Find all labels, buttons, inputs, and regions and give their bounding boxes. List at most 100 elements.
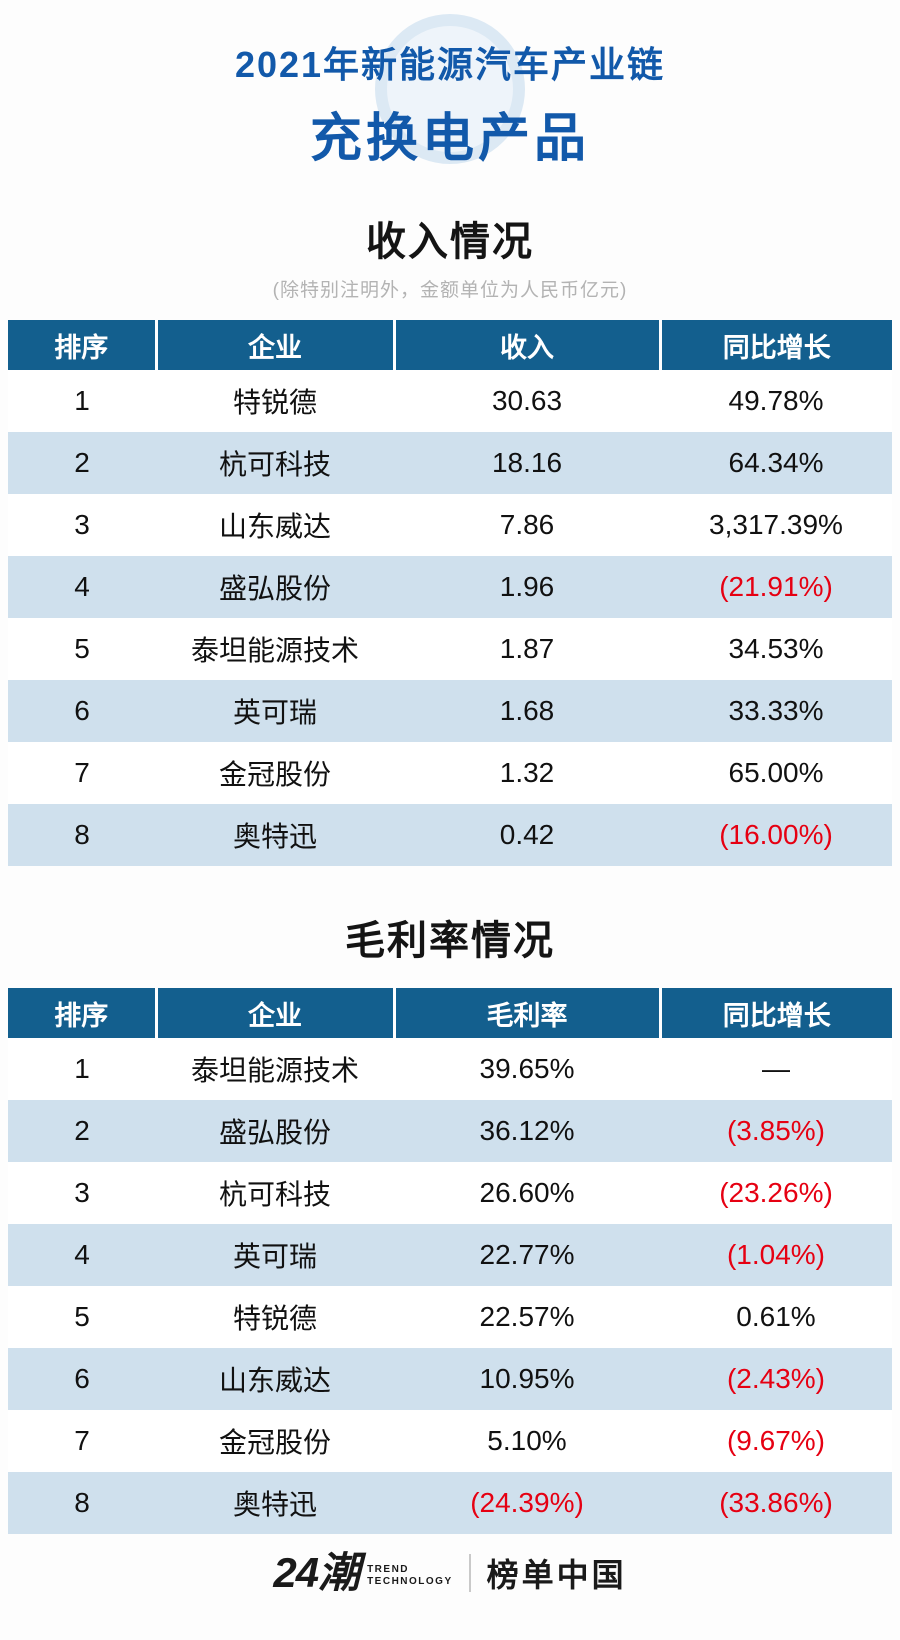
- table-row: 1 泰坦能源技术 39.65% —: [8, 1038, 892, 1100]
- footer-logos: 24潮 TREND TECHNOLOGY 榜单中国: [0, 1550, 900, 1596]
- growth-cell: (9.67%): [660, 1410, 892, 1472]
- rank-cell: 3: [8, 1162, 156, 1224]
- company-cell: 泰坦能源技术: [156, 1038, 394, 1100]
- company-cell: 杭可科技: [156, 432, 394, 494]
- revenue-section: 收入情况 (除特别注明外，金额单位为人民币亿元) 排序 企业 收入 同比增长 1 特锐德 3…: [0, 209, 900, 866]
- value-cell: 30.63: [394, 370, 660, 432]
- table-row: 3 山东威达 7.86 3,317.39%: [8, 494, 892, 556]
- company-cell: 盛弘股份: [156, 1100, 394, 1162]
- table-row: 7 金冠股份 5.10% (9.67%): [8, 1410, 892, 1472]
- column-header: 毛利率: [394, 988, 662, 1038]
- rank-cell: 3: [8, 494, 156, 556]
- company-cell: 盛弘股份: [156, 556, 394, 618]
- table-header-row: 排序 企业 毛利率 同比增长: [8, 988, 892, 1038]
- growth-cell: (3.85%): [660, 1100, 892, 1162]
- growth-cell: 3,317.39%: [660, 494, 892, 556]
- growth-cell: (16.00%): [660, 804, 892, 866]
- poster-header: 2021年新能源汽车产业链 充换电产品: [0, 0, 900, 171]
- company-cell: 特锐德: [156, 1286, 394, 1348]
- column-header: 企业: [156, 320, 396, 370]
- column-header: 同比增长: [660, 320, 892, 370]
- value-cell: (24.39%): [394, 1472, 660, 1534]
- company-cell: 金冠股份: [156, 742, 394, 804]
- growth-cell: 65.00%: [660, 742, 892, 804]
- value-cell: 22.77%: [394, 1224, 660, 1286]
- company-cell: 英可瑞: [156, 1224, 394, 1286]
- rank-cell: 7: [8, 742, 156, 804]
- growth-cell: (2.43%): [660, 1348, 892, 1410]
- logo-tagline-line1: TREND: [367, 1563, 410, 1575]
- table-row: 2 盛弘股份 36.12% (3.85%): [8, 1100, 892, 1162]
- company-cell: 金冠股份: [156, 1410, 394, 1472]
- rank-cell: 5: [8, 1286, 156, 1348]
- value-cell: 1.87: [394, 618, 660, 680]
- poster-title-line1: 2021年新能源汽车产业链: [234, 44, 666, 85]
- rank-cell: 2: [8, 432, 156, 494]
- growth-cell: (21.91%): [660, 556, 892, 618]
- table-row: 8 奥特迅 0.42 (16.00%): [8, 804, 892, 866]
- rank-cell: 8: [8, 1472, 156, 1534]
- company-cell: 杭可科技: [156, 1162, 394, 1224]
- rank-cell: 1: [8, 1038, 156, 1100]
- rank-cell: 2: [8, 1100, 156, 1162]
- company-cell: 英可瑞: [156, 680, 394, 742]
- column-header: 排序: [8, 988, 158, 1038]
- footer-divider: [468, 1554, 471, 1592]
- value-cell: 10.95%: [394, 1348, 660, 1410]
- value-cell: 18.16: [394, 432, 660, 494]
- gross-margin-section: 毛利率情况 排序 企业 毛利率 同比增长 1 泰坦能源技术 39.65% —2 盛弘股份 36.1…: [0, 908, 900, 1534]
- table-header-row: 排序 企业 收入 同比增长: [8, 320, 892, 370]
- value-cell: 22.57%: [394, 1286, 660, 1348]
- company-cell: 山东威达: [156, 494, 394, 556]
- table-row: 6 山东威达 10.95% (2.43%): [8, 1348, 892, 1410]
- value-cell: 0.42: [394, 804, 660, 866]
- currency-unit-note: (除特别注明外，金额单位为人民币亿元): [272, 280, 628, 301]
- table-row: 7 金冠股份 1.32 65.00%: [8, 742, 892, 804]
- logo-24chao-text: 24潮: [273, 1549, 360, 1597]
- brand-bangdan-china: 榜单中国: [486, 1557, 627, 1593]
- rank-cell: 6: [8, 1348, 156, 1410]
- growth-cell: —: [660, 1038, 892, 1100]
- trend-technology-logo: 24潮 TREND TECHNOLOGY: [273, 1549, 453, 1597]
- value-cell: 26.60%: [394, 1162, 660, 1224]
- table-row: 3 杭可科技 26.60% (23.26%): [8, 1162, 892, 1224]
- logo-tagline-line2: TECHNOLOGY: [367, 1576, 453, 1588]
- growth-cell: 0.61%: [660, 1286, 892, 1348]
- value-cell: 5.10%: [394, 1410, 660, 1472]
- column-header: 同比增长: [660, 988, 892, 1038]
- growth-cell: 64.34%: [660, 432, 892, 494]
- growth-cell: 34.53%: [660, 618, 892, 680]
- company-cell: 奥特迅: [156, 1472, 394, 1534]
- value-cell: 7.86: [394, 494, 660, 556]
- value-cell: 1.32: [394, 742, 660, 804]
- growth-cell: 33.33%: [660, 680, 892, 742]
- growth-cell: (23.26%): [660, 1162, 892, 1224]
- value-cell: 39.65%: [394, 1038, 660, 1100]
- rank-cell: 8: [8, 804, 156, 866]
- value-cell: 1.96: [394, 556, 660, 618]
- company-cell: 奥特迅: [156, 804, 394, 866]
- column-header: 收入: [394, 320, 662, 370]
- rank-cell: 6: [8, 680, 156, 742]
- logo-tagline: TREND TECHNOLOGY: [367, 1564, 453, 1593]
- company-cell: 山东威达: [156, 1348, 394, 1410]
- table-row: 1 特锐德 30.63 49.78%: [8, 370, 892, 432]
- company-cell: 特锐德: [156, 370, 394, 432]
- gross-margin-section-title: 毛利率情况: [345, 919, 555, 963]
- table-row: 2 杭可科技 18.16 64.34%: [8, 432, 892, 494]
- rank-cell: 4: [8, 556, 156, 618]
- table-row: 5 泰坦能源技术 1.87 34.53%: [8, 618, 892, 680]
- rank-cell: 1: [8, 370, 156, 432]
- table-row: 5 特锐德 22.57% 0.61%: [8, 1286, 892, 1348]
- growth-cell: 49.78%: [660, 370, 892, 432]
- growth-cell: (33.86%): [660, 1472, 892, 1534]
- table-row: 8 奥特迅 (24.39%) (33.86%): [8, 1472, 892, 1534]
- value-cell: 36.12%: [394, 1100, 660, 1162]
- gross-margin-table: 排序 企业 毛利率 同比增长 1 泰坦能源技术 39.65% —2 盛弘股份 36.12% (3.8…: [8, 988, 892, 1534]
- revenue-table: 排序 企业 收入 同比增长 1 特锐德 30.63 49.78% 2 杭可科技 18.16 64.34…: [8, 320, 892, 866]
- poster-title-line2: 充换电产品: [309, 110, 590, 168]
- revenue-section-title: 收入情况: [366, 220, 534, 264]
- rank-cell: 7: [8, 1410, 156, 1472]
- value-cell: 1.68: [394, 680, 660, 742]
